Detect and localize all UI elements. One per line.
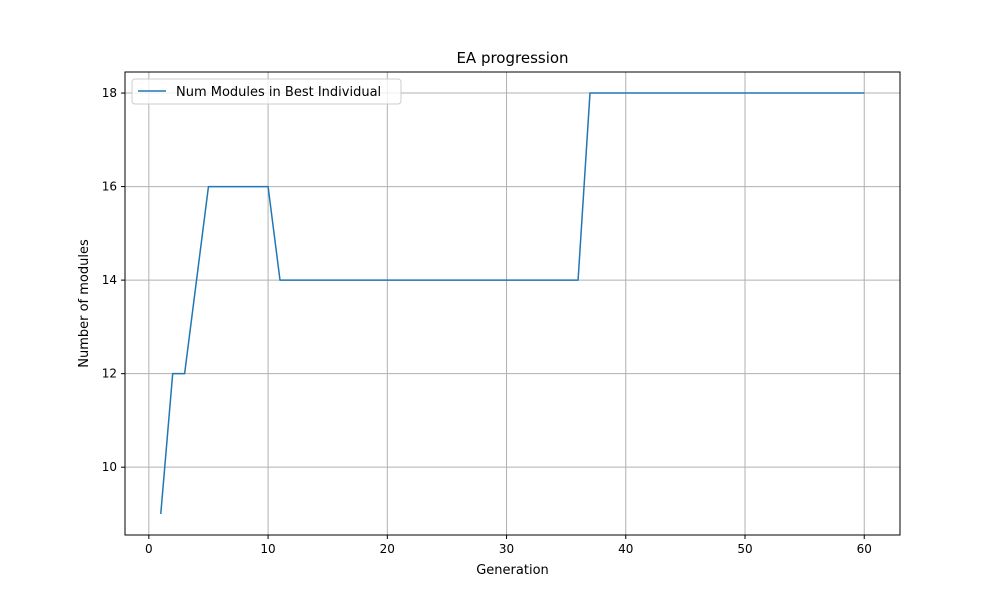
x-tick-label: 20 [380, 542, 395, 556]
x-tick-label: 50 [737, 542, 752, 556]
x-tick-label: 40 [618, 542, 633, 556]
y-tick-label: 10 [102, 460, 117, 474]
grid [125, 72, 900, 535]
series-line [160, 92, 865, 515]
legend: Num Modules in Best Individual [131, 78, 402, 105]
y-tick-label: 18 [102, 86, 117, 100]
x-tick-label: 0 [145, 542, 153, 556]
x-axis-label: Generation [476, 563, 549, 578]
x-tick-label: 10 [260, 542, 275, 556]
legend-label: Num Modules in Best Individual [176, 85, 381, 100]
y-tick-label: 14 [102, 273, 117, 287]
chart-title: EA progression [456, 49, 568, 67]
y-tick-label: 12 [102, 367, 117, 381]
y-tick-label: 16 [102, 180, 117, 194]
legend-box [131, 78, 402, 105]
y-axis-label: Number of modules [77, 239, 92, 368]
x-tick-label: 30 [499, 542, 514, 556]
ticks: 0 10 20 30 40 50 60 10 12 14 16 18 [102, 86, 872, 556]
x-tick-label: 60 [857, 542, 872, 556]
plot-frame [124, 71, 901, 536]
series-layer [160, 92, 865, 515]
